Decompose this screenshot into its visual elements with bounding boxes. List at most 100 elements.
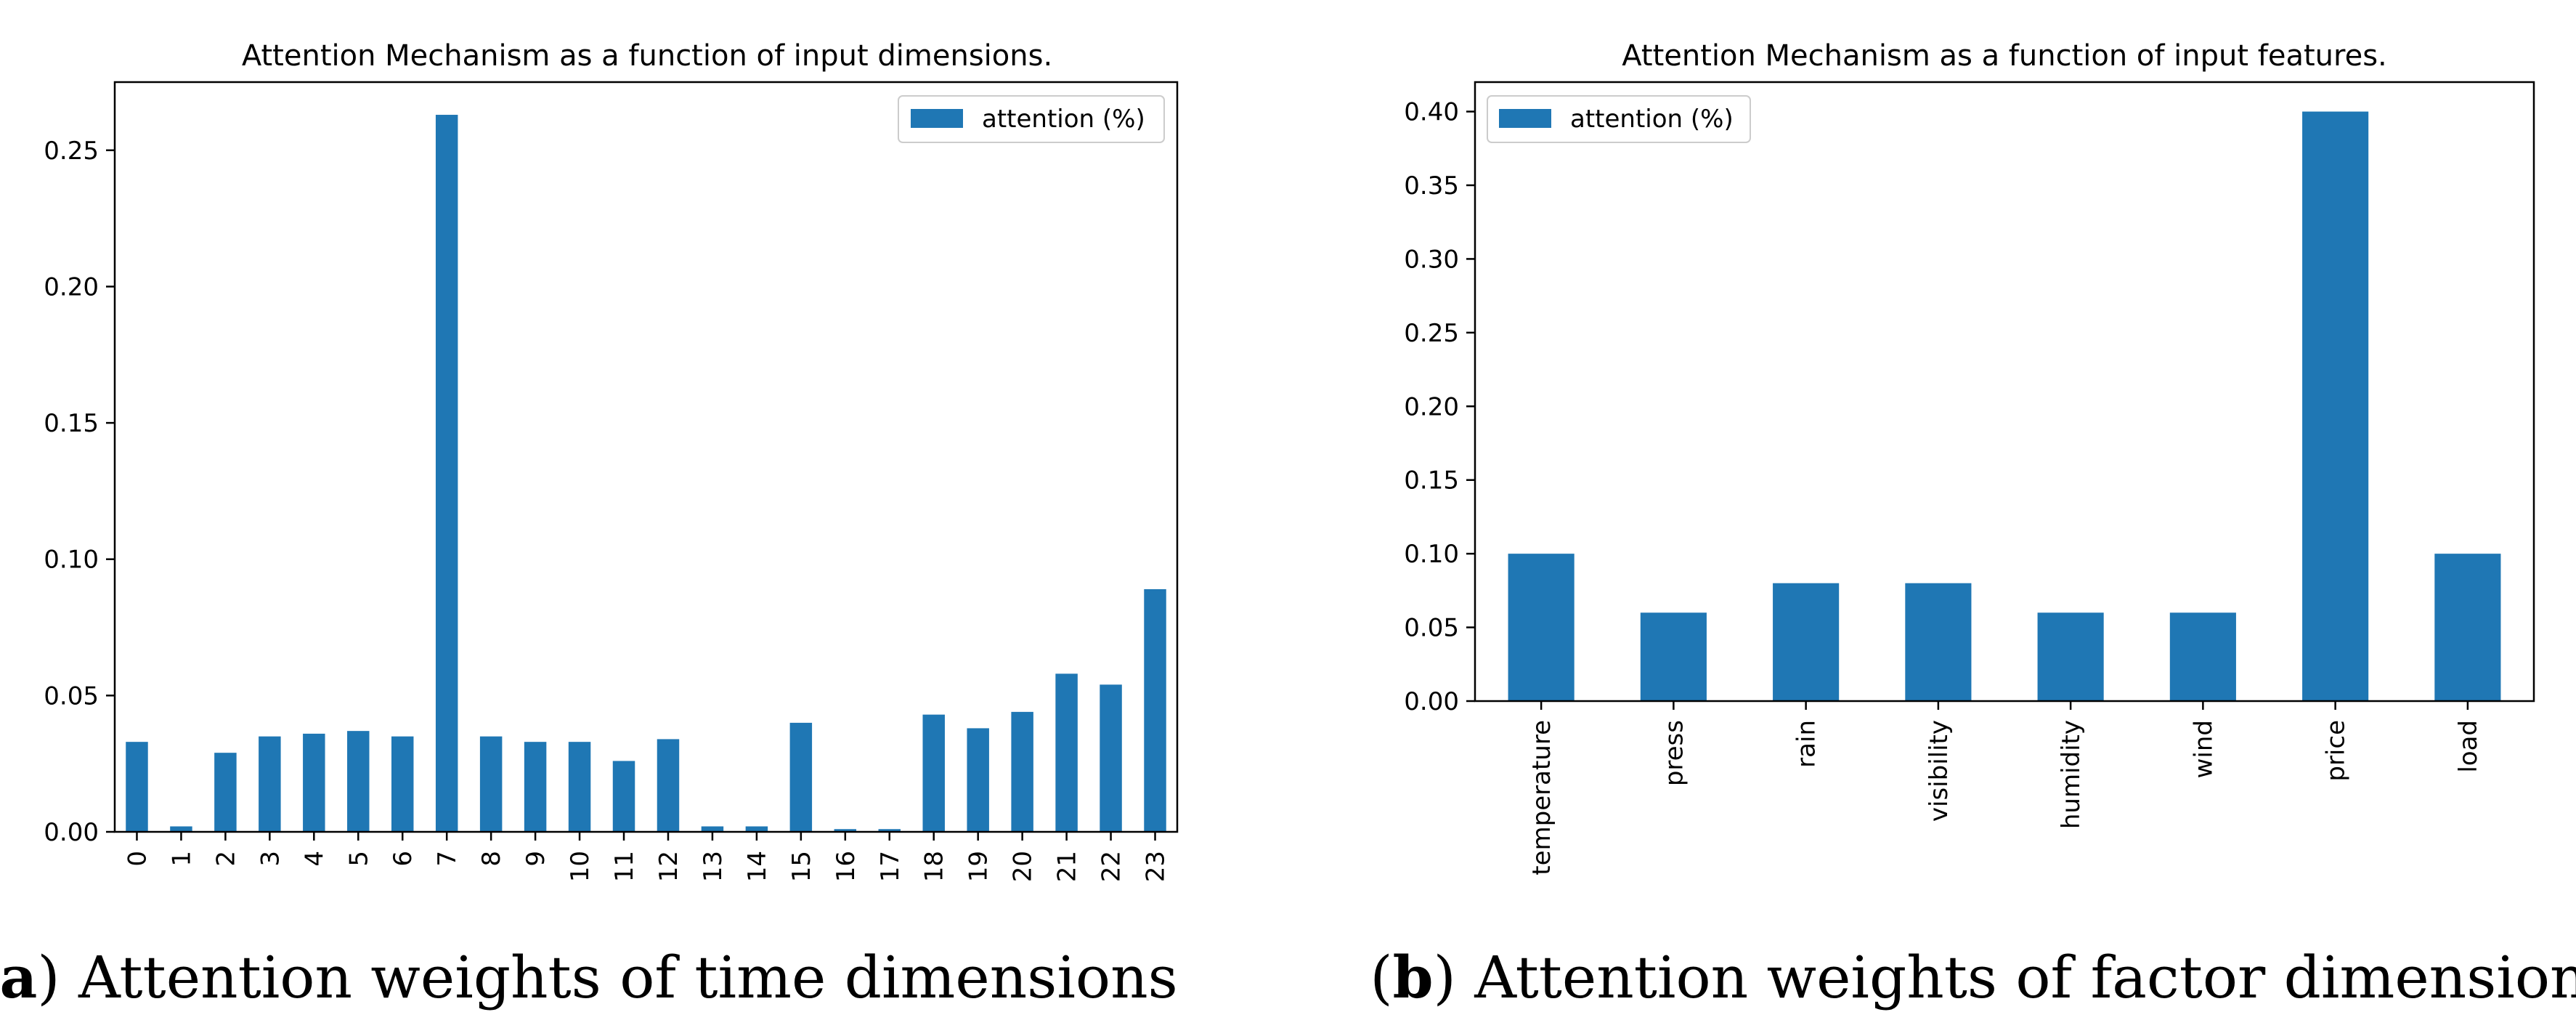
chart-b-title: Attention Mechanism as a function of inp…: [1622, 39, 2387, 73]
chart-a-bar-15: [789, 722, 813, 832]
chart-b-legend-box: [1487, 95, 1751, 143]
chart-b-xtick-label: rain: [1792, 720, 1821, 768]
chart-a-ytick-label: 0.05: [44, 681, 99, 711]
chart-a-xtick-label: 1: [167, 851, 196, 867]
chart-b-ytick-label: 0.25: [1404, 319, 1459, 348]
chart-a-xtick-label: 13: [699, 851, 728, 882]
chart-b-legend: attention (%): [1487, 95, 1751, 143]
chart-b-ytick-label: 0.05: [1404, 614, 1459, 643]
chart-a-bar-18: [922, 714, 945, 832]
chart-b-ytick-label: 0.20: [1404, 392, 1459, 421]
chart-b-x-axis: temperature press rain visibility humidity wi…: [1527, 701, 2483, 875]
chart-a-legend-swatch: [911, 109, 963, 128]
chart-a-ytick-label: 0.20: [44, 272, 99, 301]
chart-a-xtick-label: 21: [1053, 851, 1082, 882]
chart-b-xtick-label: load: [2454, 720, 2483, 773]
chart-b-xtick-label: humidity: [2057, 720, 2086, 829]
chart-a-xtick-label: 7: [433, 851, 462, 867]
chart-b-y-axis: 0.00 0.05 0.10 0.15 0.20 0.25 0.30 0.35 0.40: [1404, 98, 1475, 716]
chart-a-xtick-label: 2: [211, 851, 240, 867]
chart-b-ytick-label: 0.00: [1404, 687, 1459, 716]
chart-a-xtick-label: 17: [876, 851, 905, 882]
chart-a-xtick-label: 8: [477, 851, 506, 867]
chart-a-ytick-label: 0.15: [44, 409, 99, 438]
chart-b-bars: [1508, 111, 2501, 701]
chart-a-xtick-label: 23: [1142, 851, 1171, 882]
chart-a-bar-2: [214, 753, 237, 832]
chart-a-bar-14: [745, 826, 768, 832]
chart-a-bar-19: [967, 728, 989, 832]
chart-a-bars: [126, 115, 1166, 832]
chart-a-bar-7: [435, 115, 458, 832]
chart-a-legend-box: [898, 95, 1165, 143]
chart-factor-dimensions: Attention Mechanism as a function of inp…: [1370, 39, 2576, 1011]
chart-b-ytick-label: 0.35: [1404, 171, 1459, 201]
chart-a-xtick-label: 11: [610, 851, 639, 882]
chart-a-xtick-label: 4: [300, 851, 329, 867]
chart-a-xtick-label: 6: [389, 851, 418, 867]
chart-b-bar-temperature: [1508, 554, 1575, 701]
chart-a-bar-22: [1100, 684, 1122, 832]
chart-b-xtick-label: visibility: [1925, 720, 1954, 822]
chart-a-ytick-label: 0.00: [44, 818, 99, 847]
chart-b-ytick-label: 0.30: [1404, 245, 1459, 274]
chart-b-legend-label: attention (%): [1570, 105, 1734, 134]
chart-a-bar-3: [259, 736, 281, 832]
chart-a-legend: attention (%): [898, 95, 1165, 143]
chart-a-xtick-label: 19: [964, 851, 994, 882]
chart-a-xtick-label: 5: [344, 851, 373, 867]
chart-b-xtick-label: wind: [2189, 720, 2218, 778]
chart-a-bar-4: [303, 733, 325, 832]
chart-a-bar-11: [612, 761, 635, 832]
chart-b-bar-press: [1640, 612, 1707, 701]
chart-a-x-axis: 0 1 2 3 4 5 6 7 8 9 10 11 12 13 14 15 16 17 18 19 20 21 22 23: [123, 832, 1171, 882]
chart-b-caption: (b) Attention weights of factor dimensio…: [1370, 943, 2576, 1011]
chart-a-xtick-label: 18: [920, 851, 949, 882]
chart-a-bar-8: [479, 736, 503, 832]
chart-a-bar-10: [568, 742, 591, 832]
chart-a-ytick-label: 0.10: [44, 546, 99, 575]
chart-b-bar-price: [2302, 111, 2369, 701]
chart-b-bar-visibility: [1905, 583, 1972, 701]
chart-time-dimensions: Attention Mechanism as a function of inp…: [0, 39, 1179, 1011]
chart-b-ytick-label: 0.40: [1404, 98, 1459, 127]
chart-a-bar-1: [170, 826, 192, 832]
chart-a-title: Attention Mechanism as a function of inp…: [242, 39, 1052, 73]
chart-a-bar-12: [657, 739, 680, 832]
chart-a-bar-21: [1055, 673, 1078, 832]
chart-a-xtick-label: 22: [1097, 851, 1126, 882]
chart-a-bar-17: [878, 829, 901, 832]
chart-a-ytick-label: 0.25: [44, 137, 99, 166]
chart-b-caption-close: ): [1434, 944, 1475, 1011]
chart-a-y-axis: 0.00 0.05 0.10 0.15 0.20 0.25: [44, 137, 115, 847]
chart-b-plot-frame: [1474, 81, 2535, 703]
chart-a-xtick-label: 12: [654, 851, 683, 882]
chart-a-xtick-label: 14: [743, 851, 772, 882]
chart-a-bar-16: [834, 829, 857, 832]
chart-b-bar-humidity: [2037, 612, 2104, 701]
chart-a-bar-9: [524, 742, 547, 832]
chart-a-legend-label: attention (%): [982, 105, 1145, 134]
chart-a-xtick-label: 9: [521, 851, 550, 867]
chart-b-caption-text: Attention weights of factor dimensions: [1474, 944, 2576, 1011]
chart-b-bar-load: [2434, 554, 2501, 701]
chart-a-bar-23: [1144, 589, 1166, 832]
chart-a-caption: (a) Attention weights of time dimensions: [0, 943, 1178, 1011]
chart-a-xtick-label: 20: [1009, 851, 1038, 882]
chart-a-xtick-label: 15: [787, 851, 816, 882]
chart-a-caption-letter: a: [0, 943, 37, 1011]
chart-a-bar-0: [126, 742, 148, 832]
chart-a-bar-20: [1011, 711, 1033, 832]
chart-a-caption-text: Attention weights of time dimensions: [78, 944, 1178, 1011]
chart-a-bar-5: [347, 731, 370, 832]
chart-a-xtick-label: 3: [256, 851, 285, 867]
chart-a-caption-close: ): [37, 944, 78, 1011]
chart-b-ytick-label: 0.15: [1404, 466, 1459, 495]
chart-b-bar-rain: [1773, 583, 1840, 701]
chart-b-xtick-label: temperature: [1527, 720, 1556, 875]
chart-b-caption-open: (: [1370, 944, 1392, 1011]
chart-b-bar-wind: [2169, 612, 2236, 701]
chart-a-xtick-label: 0: [123, 851, 152, 867]
chart-b-ytick-label: 0.10: [1404, 540, 1459, 569]
